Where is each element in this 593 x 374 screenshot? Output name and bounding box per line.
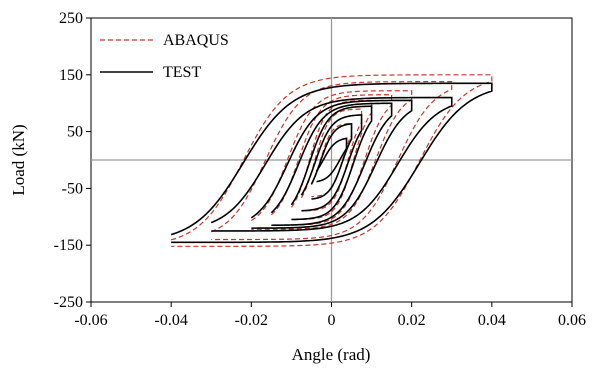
- zero-axis-lines: [91, 18, 572, 302]
- x-tick-label: 0: [328, 312, 336, 329]
- legend-background: [95, 24, 255, 84]
- x-tick-label: 0.04: [478, 312, 506, 329]
- y-tick-label: 50: [67, 124, 83, 141]
- x-tick-label: -0.02: [235, 312, 268, 329]
- x-tick-label: 0.02: [398, 312, 426, 329]
- loop-test-5: [250, 99, 413, 229]
- legend: ABAQUS TEST: [95, 24, 255, 84]
- y-tick-label: -50: [62, 180, 83, 197]
- series-abaqus: [170, 74, 493, 247]
- ticks: -0.06 -0.04 -0.02 0 0.02 0.04 0.06 -250 -150 -50 5…: [54, 10, 586, 329]
- y-tick-label: -250: [54, 294, 83, 311]
- loop-abaqus-5: [211, 81, 453, 241]
- series-layer: [170, 74, 493, 247]
- y-tick-label: -150: [54, 237, 83, 254]
- loop-test-1: [310, 122, 353, 200]
- x-tick-label: -0.06: [74, 312, 107, 329]
- loop-abaqus-6: [170, 74, 493, 247]
- x-axis-title: Angle (rad): [292, 345, 371, 364]
- x-tick-label: -0.04: [155, 312, 188, 329]
- y-tick-label: 250: [59, 10, 83, 27]
- loop-test-6: [210, 96, 453, 232]
- y-axis-title: Load (kN): [9, 124, 28, 195]
- legend-label-test: TEST: [163, 64, 201, 81]
- legend-label-abaqus: ABAQUS: [163, 32, 229, 49]
- loop-test-7: [170, 82, 493, 244]
- x-tick-label: 0.06: [558, 312, 586, 329]
- series-test: [170, 82, 493, 244]
- loop-test-2: [300, 114, 363, 212]
- loop-test-0: [315, 137, 348, 183]
- loop-test-3: [290, 105, 373, 221]
- y-tick-label: 150: [59, 67, 83, 84]
- loop-abaqus-4: [251, 90, 413, 230]
- loop-test-4: [270, 102, 393, 227]
